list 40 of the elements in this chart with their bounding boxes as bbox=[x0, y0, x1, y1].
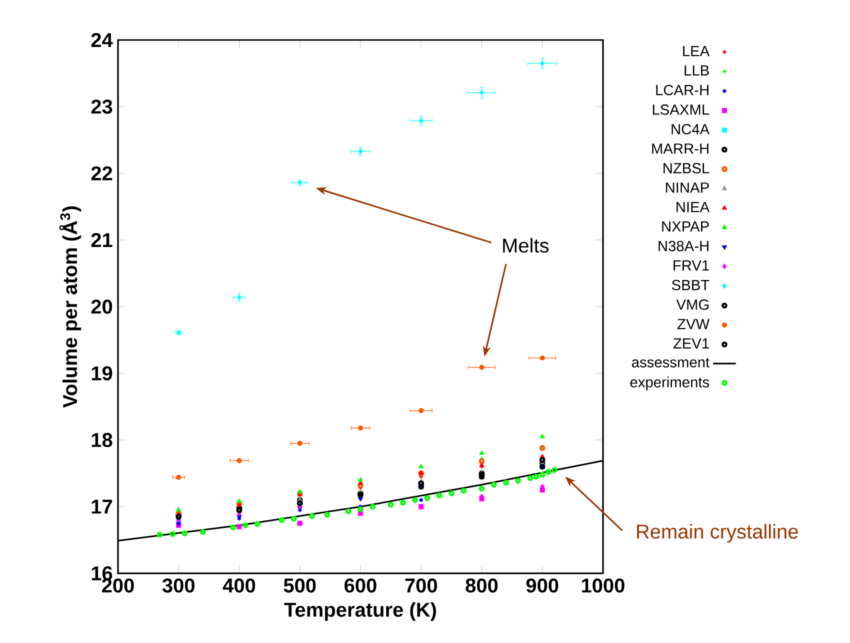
legend-label: NXPAP bbox=[662, 221, 709, 232]
x-tick-label: 400 bbox=[222, 578, 256, 593]
y-tick-label: 16 bbox=[92, 566, 112, 580]
x-tick-label: 200 bbox=[102, 578, 134, 593]
y-axis-title: Volume per atom (Å$^{3}$) bbox=[59, 206, 82, 408]
legend-label: LCAR-H bbox=[656, 84, 708, 96]
legend-label: LEA bbox=[683, 46, 710, 56]
y-tick-label: 21 bbox=[91, 233, 112, 247]
legend-label: experiments bbox=[630, 376, 710, 390]
y-tick-label: 18 bbox=[92, 432, 112, 448]
legend-label: NINAP bbox=[666, 182, 709, 193]
legend-label: NZBSL bbox=[664, 163, 710, 174]
x-tick-label: 800 bbox=[466, 578, 498, 593]
y-tick-label: 17 bbox=[92, 500, 112, 514]
text: Remain crystalline bbox=[637, 524, 798, 543]
x-axis-title: Temperature (K) bbox=[284, 602, 436, 621]
x-tick-label: 700 bbox=[405, 578, 437, 593]
x-tick-label: 500 bbox=[284, 578, 316, 593]
x-tick-label: 1000 bbox=[582, 578, 624, 593]
y-tick-label: 24 bbox=[91, 33, 113, 47]
y-tick-label: 20 bbox=[91, 300, 112, 314]
x-tick-label: 300 bbox=[162, 578, 194, 593]
legend-label: N38A-H bbox=[658, 240, 708, 252]
annotation: Melts bbox=[503, 238, 549, 253]
legend-label: NIEA bbox=[676, 202, 710, 212]
x-tick-label: 900 bbox=[526, 578, 558, 593]
y-tick-label: 22 bbox=[91, 166, 112, 180]
y-tick-label: 23 bbox=[91, 100, 112, 114]
legend-label: SBBT bbox=[672, 280, 710, 290]
legend-label: FRV1 bbox=[674, 260, 709, 271]
legend-label: LSAXML bbox=[652, 104, 710, 115]
legend-label: NC4A bbox=[672, 124, 710, 134]
y-tick-label: 19 bbox=[92, 366, 112, 380]
legend-label: assessment bbox=[632, 358, 710, 368]
legend-label: MARR-H bbox=[652, 144, 708, 154]
legend-label: ZVW bbox=[677, 318, 710, 330]
legend-label: VMG bbox=[676, 299, 709, 310]
legend-label: LLB bbox=[684, 65, 709, 76]
x-tick-label: 600 bbox=[344, 578, 376, 593]
legend-label: ZEV1 bbox=[673, 338, 709, 348]
